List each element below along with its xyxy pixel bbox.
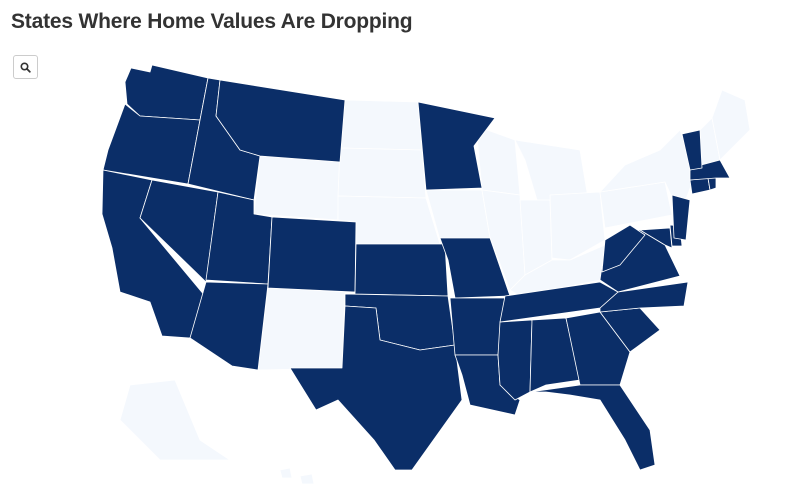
state-ma[interactable] xyxy=(689,159,731,181)
state-ct[interactable] xyxy=(689,177,711,195)
state-hi[interactable] xyxy=(279,467,315,485)
state-ks[interactable] xyxy=(354,243,449,297)
state-ms[interactable] xyxy=(497,319,533,401)
state-mt[interactable] xyxy=(215,79,346,163)
state-ar[interactable] xyxy=(449,297,506,356)
state-tx[interactable] xyxy=(289,305,463,471)
state-vt[interactable] xyxy=(681,129,703,171)
state-wv[interactable] xyxy=(601,224,646,273)
state-ak[interactable] xyxy=(119,379,231,461)
state-wy[interactable] xyxy=(253,155,341,221)
state-oh[interactable] xyxy=(549,191,606,261)
state-co[interactable] xyxy=(267,216,357,293)
zoom-button[interactable] xyxy=(13,55,38,79)
state-ga[interactable] xyxy=(565,311,631,386)
state-sd[interactable] xyxy=(337,147,427,199)
state-nj[interactable] xyxy=(671,194,691,241)
state-fl[interactable] xyxy=(529,384,656,471)
search-icon xyxy=(20,61,31,73)
state-md[interactable] xyxy=(639,227,673,249)
state-az[interactable] xyxy=(189,281,269,371)
state-nd[interactable] xyxy=(339,99,423,151)
state-al[interactable] xyxy=(529,317,581,393)
state-mo[interactable] xyxy=(439,237,511,299)
state-wa[interactable] xyxy=(124,64,209,121)
state-nm[interactable] xyxy=(257,287,346,371)
state-wi[interactable] xyxy=(475,125,521,196)
state-me[interactable] xyxy=(711,89,751,161)
state-mn[interactable] xyxy=(417,101,496,191)
page-title: States Where Home Values Are Dropping xyxy=(11,10,413,33)
state-tn[interactable] xyxy=(499,281,619,323)
